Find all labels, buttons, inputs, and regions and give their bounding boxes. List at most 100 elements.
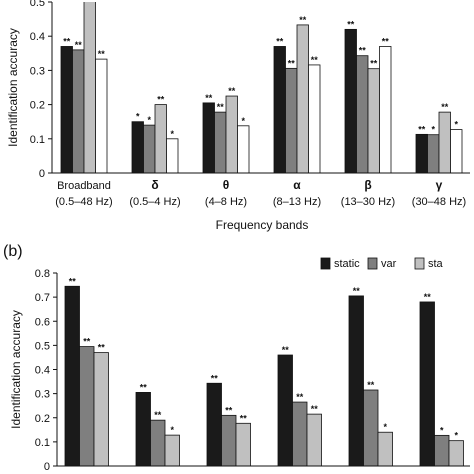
- significance-marker: *: [241, 116, 245, 126]
- bar: [154, 104, 167, 173]
- legend-label: static: [334, 258, 360, 270]
- bar: [202, 102, 215, 173]
- x-category-name: α: [293, 178, 301, 192]
- bar: [377, 431, 393, 466]
- panel-b-chart: 00.10.20.30.40.50.60.70.8***************…: [3, 243, 470, 473]
- legend-swatch: [367, 257, 378, 270]
- significance-marker: **: [347, 19, 355, 29]
- x-category-range: (0.5–4 Hz): [129, 196, 180, 208]
- y-tick-label: 0.5: [30, 0, 45, 9]
- significance-marker: *: [147, 115, 151, 125]
- bar: [131, 121, 144, 173]
- significance-marker: **: [140, 382, 148, 392]
- y-tick-label: 0.5: [35, 340, 50, 352]
- significance-marker: **: [83, 337, 91, 347]
- y-tick-label: 0: [44, 461, 50, 473]
- legend-swatch: [414, 257, 425, 270]
- bar: [438, 111, 451, 173]
- significance-marker: **: [98, 49, 106, 59]
- significance-marker: **: [299, 15, 307, 25]
- x-category-name: γ: [436, 178, 443, 192]
- y-tick-label: 0: [39, 168, 45, 180]
- bar: [450, 129, 463, 173]
- significance-marker: **: [418, 124, 426, 134]
- bar: [306, 413, 322, 466]
- significance-marker: *: [170, 129, 174, 139]
- y-tick-label: 0.3: [35, 389, 50, 401]
- x-category-range: (8–13 Hz): [273, 196, 321, 208]
- bar: [206, 382, 222, 466]
- bar: [308, 64, 321, 173]
- bar: [150, 419, 166, 466]
- bar: [367, 68, 380, 173]
- legend-label: sta: [428, 258, 444, 270]
- significance-marker: **: [154, 410, 162, 420]
- legend-label: var: [381, 258, 397, 270]
- bar: [214, 111, 227, 173]
- significance-marker: **: [205, 93, 213, 103]
- bar: [427, 134, 440, 173]
- bar: [296, 24, 309, 173]
- significance-marker: **: [424, 292, 432, 302]
- significance-marker: *: [454, 120, 458, 130]
- bar: [221, 414, 237, 466]
- y-tick-label: 0.3: [30, 65, 45, 77]
- significance-marker: **: [370, 59, 378, 69]
- bar: [164, 434, 180, 466]
- y-tick-label: 0.1: [35, 437, 50, 449]
- significance-marker: **: [69, 276, 77, 286]
- bar: [135, 392, 151, 466]
- bar: [95, 58, 108, 173]
- x-category-range: (4–8 Hz): [205, 196, 247, 208]
- bar: [273, 46, 286, 173]
- significance-marker: *: [136, 112, 140, 122]
- x-axis-title: Frequency bands: [216, 218, 309, 232]
- bar: [292, 401, 308, 466]
- y-axis-title: Identification accuracy: [9, 310, 23, 429]
- bar: [60, 46, 73, 173]
- significance-marker: *: [431, 125, 435, 135]
- significance-marker: **: [353, 286, 361, 296]
- bar-group: [64, 285, 464, 466]
- bar: [225, 95, 238, 173]
- bar-group: [60, 2, 463, 173]
- y-axis-title: Identification accuracy: [6, 28, 20, 147]
- bar: [235, 422, 251, 466]
- y-tick-label: 0.6: [35, 316, 50, 328]
- panel-label: (b): [3, 243, 23, 260]
- bar: [64, 285, 80, 466]
- significance-marker: *: [454, 431, 458, 441]
- significance-marker: **: [359, 46, 367, 56]
- y-tick-label: 0.8: [35, 268, 50, 280]
- bar: [344, 28, 357, 173]
- bar: [348, 295, 364, 466]
- bar: [285, 67, 298, 173]
- significance-marker: **: [441, 102, 449, 112]
- panel-a-chart: 00.10.20.30.40.5************************…: [6, 0, 470, 232]
- x-category-name: Broadband: [57, 180, 111, 192]
- significance-marker: **: [382, 36, 390, 46]
- x-category-range: (0.5–48 Hz): [55, 196, 112, 208]
- bar: [434, 434, 450, 466]
- bar: [277, 354, 293, 466]
- x-category-range: (30–48 Hz): [412, 196, 466, 208]
- bar: [415, 133, 428, 173]
- legend-swatch: [320, 257, 331, 270]
- significance-marker: **: [296, 392, 304, 402]
- significance-marker: **: [276, 36, 284, 46]
- x-category-range: (13–30 Hz): [341, 196, 395, 208]
- x-category-name: θ: [223, 178, 230, 192]
- significance-marker: **: [282, 345, 290, 355]
- significance-marker: **: [157, 95, 165, 105]
- significance-marker: **: [367, 380, 375, 390]
- significance-marker: **: [228, 86, 236, 96]
- x-category-name: δ: [151, 178, 158, 192]
- bar: [363, 389, 379, 466]
- significance-marker: **: [311, 55, 319, 65]
- significance-marker: **: [211, 373, 219, 383]
- significance-marker: *: [170, 425, 174, 435]
- significance-marker: **: [311, 404, 319, 414]
- x-category-name: β: [364, 178, 371, 192]
- significance-marker: **: [225, 405, 233, 415]
